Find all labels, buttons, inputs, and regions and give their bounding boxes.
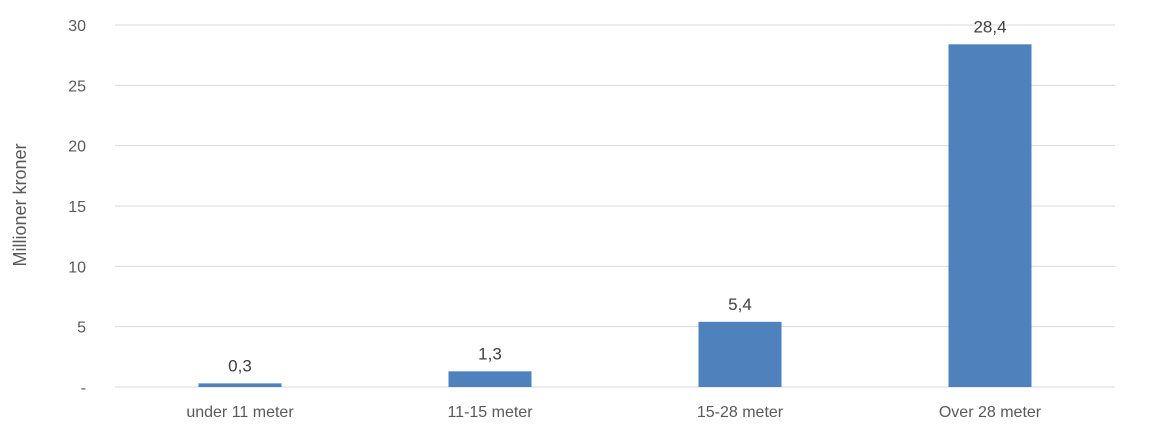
x-category-label: 11-15 meter bbox=[447, 404, 533, 421]
y-tick-label: 10 bbox=[68, 259, 86, 276]
y-tick-label: 25 bbox=[68, 78, 86, 95]
data-label: 0,3 bbox=[228, 356, 252, 375]
gridlines bbox=[115, 24, 1115, 388]
y-axis-title: Millioner kroner bbox=[10, 143, 30, 266]
bar bbox=[698, 321, 782, 387]
y-tick-label: 15 bbox=[68, 199, 86, 216]
data-labels: 0,3 1,3 5,4 28,4 bbox=[228, 17, 1006, 375]
data-label: 1,3 bbox=[478, 344, 502, 363]
y-axis-ticks: - 5 10 15 20 25 30 bbox=[68, 18, 86, 397]
bar bbox=[198, 383, 282, 387]
bar bbox=[448, 371, 532, 387]
x-category-label: under 11 meter bbox=[186, 404, 294, 421]
x-category-label: Over 28 meter bbox=[939, 404, 1042, 421]
data-label: 5,4 bbox=[728, 295, 752, 314]
x-axis-categories: under 11 meter 11-15 meter 15-28 meter Over… bbox=[186, 404, 1041, 421]
y-tick-label: 5 bbox=[77, 320, 86, 337]
y-tick-label: 20 bbox=[68, 139, 86, 156]
x-category-label: 15-28 meter bbox=[697, 404, 784, 421]
data-label: 28,4 bbox=[973, 17, 1006, 36]
bars bbox=[198, 44, 1032, 387]
bar bbox=[948, 44, 1032, 387]
y-tick-label: 30 bbox=[68, 18, 86, 35]
y-tick-label: - bbox=[81, 380, 86, 397]
